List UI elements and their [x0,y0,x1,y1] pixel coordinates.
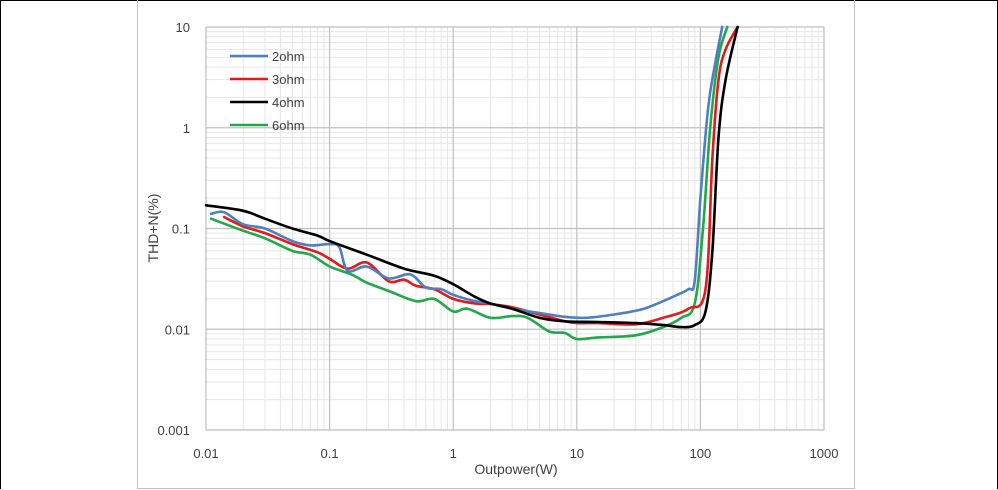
y-tick-label: 0.1 [172,222,190,237]
series-lines [204,25,739,341]
y-tick-label: 1 [183,121,190,136]
y-axis-label: THD+N(%) [145,194,161,263]
series-line-6ohm [209,25,729,341]
y-tick-label: 0.001 [157,423,190,438]
x-tick-label: 0.1 [321,446,339,461]
y-tick-label: 10 [176,20,190,35]
x-tick-label: 1000 [810,446,839,461]
x-tick-label: 0.01 [193,446,218,461]
x-tick-label: 10 [570,446,584,461]
chart-area-border [137,0,855,489]
legend-label-4ohm: 4ohm [272,95,305,110]
x-axis-label: Outpower(W) [474,461,557,477]
legend: 2ohm 3ohm 4ohm 6ohm [230,49,305,133]
series-line-4ohm [204,25,739,329]
grid-lines [205,26,825,431]
legend-label-2ohm: 2ohm [272,49,305,64]
legend-label-6ohm: 6ohm [272,118,305,133]
x-tick-label: 1 [450,446,457,461]
x-tick-label: 100 [690,446,712,461]
y-tick-label: 0.01 [165,322,190,337]
legend-label-3ohm: 3ohm [272,72,305,87]
series-line-2ohm [209,25,724,320]
